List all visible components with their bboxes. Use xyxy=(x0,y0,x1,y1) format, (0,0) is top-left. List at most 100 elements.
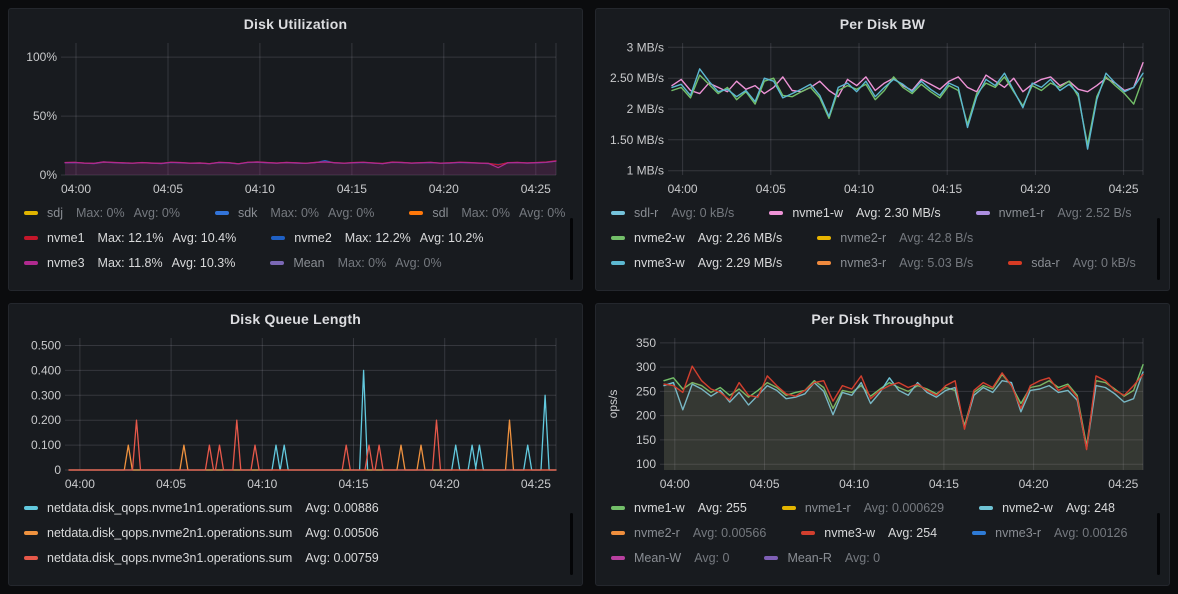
legend-label: nvme2-r xyxy=(840,231,887,245)
panel-title-disk-queue-length[interactable]: Disk Queue Length xyxy=(230,311,361,327)
legend-item-sdl[interactable]: sdl Max: 0% Avg: 0% xyxy=(409,206,574,220)
legend-swatch xyxy=(611,556,625,560)
legend-item-sdj[interactable]: sdj Max: 0% Avg: 0% xyxy=(24,206,189,220)
y-tick-label: 2.50 MB/s xyxy=(610,71,664,85)
legend-item-nvme3-r[interactable]: nvme3-r Avg: 0.00126 xyxy=(972,526,1136,540)
x-tick-label: 04:15 xyxy=(932,182,962,196)
legend-item-nvme3-w[interactable]: nvme3-w Avg: 2.29 MB/s xyxy=(611,256,791,270)
legend-label: Mean-R xyxy=(787,551,832,565)
legend-metric: Avg: 254 xyxy=(888,526,938,540)
y-tick-label: 250 xyxy=(636,384,656,398)
legend-label: nvme2 xyxy=(294,231,332,245)
legend-item-sdk[interactable]: sdk Max: 0% Avg: 0% xyxy=(214,206,383,220)
series-fill-nvme1-w xyxy=(664,364,1143,470)
chart-per-disk-bw[interactable]: 1 MB/s 1.50 MB/s 2 MB/s 2.50 MB/s 3 MB/s 04:0… xyxy=(606,35,1159,199)
x-tick-label: 04:20 xyxy=(429,182,459,196)
chart-per-disk-throughput[interactable]: 100 150 200 250 300 350 04:00 04:05 04:10 04:15 04… xyxy=(606,330,1159,494)
legend-metric: Avg: 10.3% xyxy=(171,256,236,270)
legend-item-nvme2-r[interactable]: nvme2-r Avg: 42.8 B/s xyxy=(817,231,982,245)
legend-metric: Avg: 2.29 MB/s xyxy=(697,256,783,270)
legend-item-Mean-R[interactable]: Mean-R Avg: 0 xyxy=(764,551,889,565)
legend-metric: Avg: 0.000629 xyxy=(863,501,945,515)
x-tick-label: 04:05 xyxy=(156,477,186,491)
legend-row: nvme1-w Avg: 255 nvme1-r Avg: 0.000629 nvme2… xyxy=(611,501,1151,515)
series-line-nvme3 xyxy=(64,160,557,169)
legend-metric: Avg: 2.30 MB/s xyxy=(856,206,941,220)
legend-label: sda-r xyxy=(1031,256,1060,270)
legend-scrollbar[interactable] xyxy=(570,218,573,280)
legend-metric: Avg: 0% xyxy=(328,206,375,220)
legend-label: nvme2-w xyxy=(1002,501,1053,515)
series-fill-nvme2-w xyxy=(664,372,1143,470)
legend-label: nvme1-r xyxy=(804,501,851,515)
chart-disk-queue-length[interactable]: 0 0.100 0.200 0.300 0.400 0.500 04:00 04:05 04:1… xyxy=(19,330,572,494)
legend-scrollbar[interactable] xyxy=(1157,218,1160,280)
legend-item-Mean[interactable]: Mean Max: 0% Avg: 0% xyxy=(270,256,450,270)
series-line-nvme3-w xyxy=(663,365,1144,451)
legend-item-netdata.disk_qops.nvme3n1.operations.sum[interactable]: netdata.disk_qops.nvme3n1.operations.sum… xyxy=(24,551,388,565)
legend-item-sda-r[interactable]: sda-r Avg: 0 kB/s xyxy=(1008,256,1144,270)
legend-swatch xyxy=(972,531,987,535)
legend-swatch xyxy=(817,236,832,240)
legend-item-nvme3-w[interactable]: nvme3-w Avg: 254 xyxy=(801,526,946,540)
legend-item-nvme3-r[interactable]: nvme3-r Avg: 5.03 B/s xyxy=(817,256,982,270)
x-tick-label: 04:15 xyxy=(338,477,368,491)
legend-item-netdata.disk_qops.nvme1n1.operations.sum[interactable]: netdata.disk_qops.nvme1n1.operations.sum… xyxy=(24,501,388,515)
x-tick-label: 04:05 xyxy=(749,477,779,491)
legend-row: nvme2-w Avg: 2.26 MB/s nvme2-r Avg: 42.8 B/… xyxy=(611,231,1151,245)
legend-swatch xyxy=(24,531,38,535)
legend-label: nvme1-w xyxy=(634,501,685,515)
y-tick-label: 0.200 xyxy=(31,413,61,427)
legend-item-nvme2[interactable]: nvme2 Max: 12.2% Avg: 10.2% xyxy=(271,231,492,245)
legend-scrollbar[interactable] xyxy=(570,513,573,575)
legend-swatch xyxy=(611,211,625,215)
panel-title-per-disk-bw[interactable]: Per Disk BW xyxy=(839,16,926,32)
legend-swatch xyxy=(24,261,38,265)
panel-title-per-disk-throughput[interactable]: Per Disk Throughput xyxy=(811,311,954,327)
legend-item-netdata.disk_qops.nvme2n1.operations.sum[interactable]: netdata.disk_qops.nvme2n1.operations.sum… xyxy=(24,526,388,540)
legend-item-nvme1[interactable]: nvme1 Max: 12.1% Avg: 10.4% xyxy=(24,231,245,245)
legend-label: netdata.disk_qops.nvme2n1.operations.sum xyxy=(47,526,293,540)
legend-label: nvme2-w xyxy=(634,231,685,245)
chart-disk-utilization[interactable]: 0% 50% 100% 04:00 04:05 04:10 04:15 04:20 04:25 xyxy=(19,35,572,199)
y-tick-label: 0.100 xyxy=(31,438,61,452)
legend-row: netdata.disk_qops.nvme1n1.operations.sum… xyxy=(24,501,564,515)
panel-per-disk-throughput: Per Disk Throughput 100 150 200 250 300 350 04… xyxy=(595,303,1170,586)
panel-title-disk-utilization[interactable]: Disk Utilization xyxy=(243,16,348,32)
legend-label: sdk xyxy=(237,206,258,220)
legend-swatch xyxy=(611,261,625,265)
y-tick-label: 1 MB/s xyxy=(627,164,664,178)
x-tick-label: 04:15 xyxy=(929,477,959,491)
legend-item-nvme1-r[interactable]: nvme1-r Avg: 2.52 B/s xyxy=(975,206,1141,220)
legend-row: Mean-W Avg: 0 Mean-R Avg: 0 xyxy=(611,551,1151,565)
legend-item-nvme1-r[interactable]: nvme1-r Avg: 0.000629 xyxy=(781,501,953,515)
legend-scrollbar[interactable] xyxy=(1157,513,1160,575)
x-tick-label: 04:15 xyxy=(337,182,367,196)
legend-item-nvme3[interactable]: nvme3 Max: 11.8% Avg: 10.3% xyxy=(24,256,244,270)
legend-swatch xyxy=(24,506,38,510)
legend-swatch xyxy=(975,211,990,215)
legend-item-Mean-W[interactable]: Mean-W Avg: 0 xyxy=(611,551,738,565)
legend-disk-queue-length: netdata.disk_qops.nvme1n1.operations.sum… xyxy=(9,494,582,576)
legend-item-nvme2-w[interactable]: nvme2-w Avg: 248 xyxy=(979,501,1124,515)
legend-swatch xyxy=(24,556,38,560)
series-line-nvme3-w xyxy=(671,68,1144,150)
legend-item-nvme2-w[interactable]: nvme2-w Avg: 2.26 MB/s xyxy=(611,231,791,245)
legend-metric: Max: 0% xyxy=(461,206,510,220)
legend-metric: Avg: 0 kB/s xyxy=(1072,256,1136,270)
legend-metric: Avg: 42.8 B/s xyxy=(899,231,974,245)
legend-swatch xyxy=(409,211,424,215)
legend-item-nvme1-w[interactable]: nvme1-w Avg: 255 xyxy=(611,501,756,515)
legend-item-nvme1-w[interactable]: nvme1-w Avg: 2.30 MB/s xyxy=(769,206,949,220)
series-line-netdata.disk_qops.nvme2n1.operations.sum xyxy=(68,419,557,471)
y-tick-label: 50% xyxy=(33,109,57,123)
legend-swatch xyxy=(611,506,625,510)
legend-metric: Avg: 2.26 MB/s xyxy=(697,231,783,245)
legend-item-sdl-r[interactable]: sdl-r Avg: 0 kB/s xyxy=(611,206,743,220)
panel-disk-utilization: Disk Utilization 0% 50% 100% 04:00 04:05 04:1… xyxy=(8,8,583,291)
legend-metric: Avg: 255 xyxy=(697,501,747,515)
legend-item-nvme2-r[interactable]: nvme2-r Avg: 0.00566 xyxy=(611,526,775,540)
legend-swatch xyxy=(24,211,38,215)
legend-metric: Avg: 0% xyxy=(519,206,566,220)
